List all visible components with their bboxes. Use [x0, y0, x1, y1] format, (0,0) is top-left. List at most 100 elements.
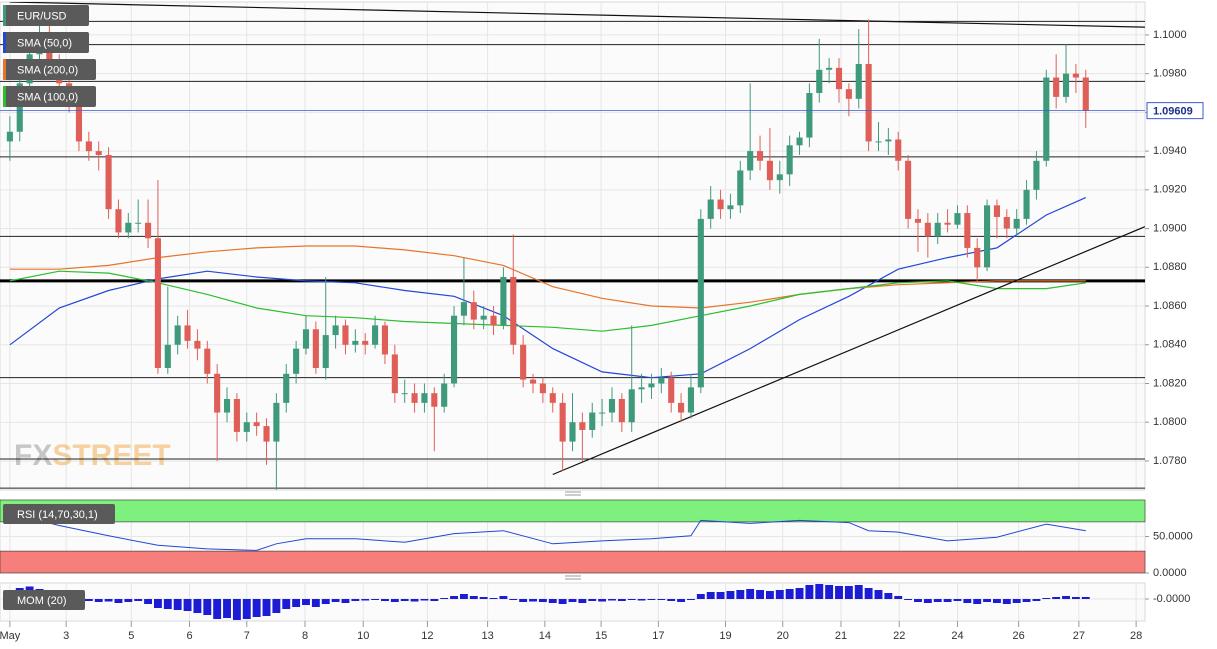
legend-label: SMA (50,0) — [17, 37, 72, 49]
candle-body — [984, 205, 991, 268]
mom-bar — [1062, 596, 1070, 599]
mom-bar — [371, 599, 380, 600]
candle-body — [174, 325, 181, 345]
candle-body — [105, 154, 112, 210]
candle-body — [993, 205, 1000, 217]
candle-body — [855, 63, 862, 99]
candle-body — [826, 67, 833, 70]
mom-bar — [104, 599, 113, 602]
candle-body — [352, 340, 359, 345]
mom-bar — [568, 599, 577, 602]
mom-bar — [874, 590, 883, 599]
mom-bar — [578, 599, 587, 603]
mom-bar — [173, 599, 182, 610]
x-tick-label: 28 — [1130, 630, 1142, 642]
candle-body — [431, 393, 438, 407]
candle-body — [727, 205, 734, 210]
mom-bar — [992, 599, 1001, 603]
lower-band — [0, 550, 1146, 574]
mom-bar — [341, 599, 350, 603]
mom-bar — [479, 597, 488, 599]
legend-box — [3, 86, 96, 107]
y-tick-label: 1.1000 — [1153, 29, 1187, 41]
candle-body — [302, 329, 310, 349]
candle-body — [618, 398, 625, 423]
mom-bar — [943, 599, 952, 602]
price-plot: FXSTREET — [0, 2, 1145, 490]
x-tick-label: 5 — [128, 630, 134, 642]
mom-bar — [509, 599, 518, 600]
mom-bar — [94, 599, 103, 602]
candle-body — [362, 340, 369, 345]
legend-swatch — [3, 59, 6, 80]
candle-body — [510, 276, 517, 345]
legend-box — [3, 59, 96, 80]
legend-label: SMA (100,0) — [17, 91, 78, 103]
mom-bar — [617, 599, 626, 601]
mom-bar — [223, 599, 231, 618]
candle-body — [737, 170, 744, 206]
candle-body — [697, 218, 704, 388]
candle-body — [1062, 73, 1070, 97]
candle-body — [214, 373, 221, 413]
candle-body — [253, 422, 260, 427]
candle-body — [865, 63, 872, 142]
x-tick-label: 22 — [893, 630, 905, 642]
candle-body — [411, 393, 418, 403]
mom-bar — [963, 599, 972, 603]
candle-body — [638, 387, 645, 390]
labels: 1.0780 1.0800 1.0820 1.0840 1.0860 1.0880 1.09… — [0, 5, 1204, 642]
candle-body — [559, 402, 566, 442]
candle-body — [628, 389, 635, 423]
candle-body — [125, 222, 132, 233]
candle-body — [796, 137, 803, 146]
mom-bar — [410, 599, 419, 602]
mom-bar — [311, 599, 320, 607]
candle-body — [944, 222, 951, 225]
candle-body — [460, 302, 467, 316]
candle-body — [6, 131, 13, 142]
mom-bar — [232, 599, 241, 620]
x-tick-label: 21 — [835, 630, 847, 642]
mom-bar — [736, 590, 745, 599]
x-tick-label: 8 — [302, 630, 308, 642]
mom-bar — [973, 599, 982, 604]
x-tick-label: 27 — [1073, 630, 1085, 642]
mom-bar — [637, 599, 646, 601]
mom-bar — [440, 598, 449, 599]
mom-bar — [282, 599, 291, 609]
watermark-part: FX — [14, 439, 52, 472]
mom-bar — [598, 599, 607, 602]
x-tick-label: 20 — [777, 630, 789, 642]
mom-bar — [459, 594, 468, 599]
mom-bar — [746, 589, 755, 599]
candle-body — [924, 222, 931, 237]
mom-bar — [213, 599, 222, 619]
last-price-label: 1.09609 — [1153, 106, 1193, 118]
candle-body — [934, 222, 941, 237]
mom-bar — [1012, 599, 1021, 603]
rsi-line — [9, 512, 1086, 551]
candle-body — [707, 199, 714, 219]
sma-line — [9, 245, 1086, 309]
candle-body — [687, 387, 695, 413]
candle-body — [1023, 189, 1030, 219]
mom-bar — [805, 585, 814, 599]
legend-swatch — [3, 5, 6, 26]
mom-bar — [706, 592, 715, 599]
mom-bar — [983, 599, 992, 602]
candle-body — [283, 373, 290, 403]
x-tick-label: 14 — [539, 630, 551, 642]
mom-bar — [884, 593, 893, 599]
candle-body — [786, 145, 793, 175]
candle-body — [441, 383, 448, 407]
mom-bar — [608, 599, 616, 601]
mom-bar — [390, 599, 399, 602]
candle-body — [391, 354, 398, 394]
mom-bar — [430, 599, 439, 601]
candle-body — [332, 325, 339, 336]
mom-bar — [163, 599, 172, 609]
sma-line — [9, 270, 1086, 332]
candle-body — [678, 402, 685, 413]
